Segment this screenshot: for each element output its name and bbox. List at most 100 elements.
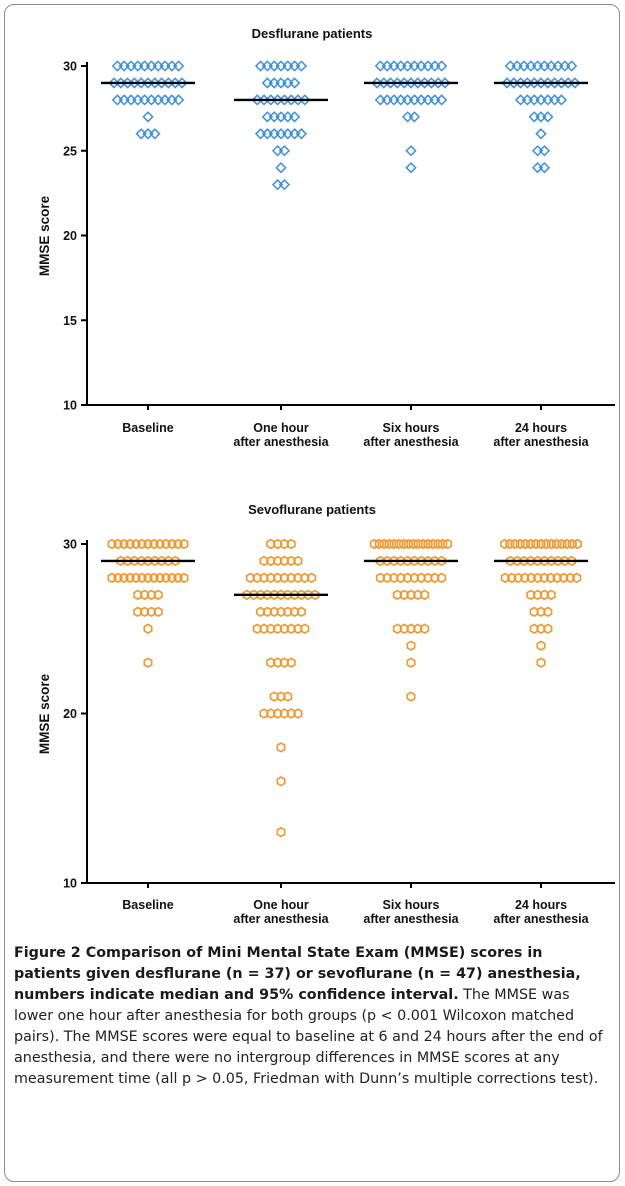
data-point	[423, 538, 433, 550]
data-point	[276, 826, 286, 838]
data-point	[405, 145, 417, 157]
data-point	[405, 162, 417, 174]
data-point	[384, 538, 394, 550]
chart-title: Sevoflurane patients	[248, 502, 376, 517]
y-tick-label: 15	[63, 314, 77, 328]
figure-caption: Figure 2 Comparison of Mini Mental State…	[14, 943, 612, 1090]
data-point	[418, 538, 428, 550]
data-point	[443, 538, 453, 550]
data-point	[374, 538, 384, 550]
y-tick-label: 10	[63, 399, 77, 413]
data-point	[567, 538, 577, 550]
y-tick-label: 20	[63, 707, 77, 721]
data-point	[179, 538, 189, 550]
data-point	[299, 94, 311, 106]
x-tick-label: after anesthesia	[363, 435, 459, 449]
data-point	[176, 77, 188, 89]
data-point	[572, 538, 582, 550]
data-point	[296, 606, 306, 618]
data-point	[276, 742, 286, 753]
figure-charts: Desflurane patients MMSE score 10 15 20 25 30 B…	[37, 26, 615, 926]
data-point	[379, 538, 389, 550]
data-point	[565, 60, 578, 72]
x-tick-label: 24 hours	[515, 898, 567, 912]
y-tick-label: 25	[63, 144, 77, 158]
x-tick-label: Baseline	[122, 898, 173, 912]
y-tick-label: 30	[63, 60, 77, 74]
data-point	[295, 128, 308, 140]
data-point	[399, 538, 409, 550]
data-point	[572, 572, 582, 584]
x-tick-label: Six hours	[383, 898, 440, 912]
x-tick-label: 24 hours	[515, 421, 567, 435]
data-point	[510, 538, 520, 550]
caption-body: The MMSE was lower one hour after anesth…	[14, 987, 603, 1087]
data-point	[538, 145, 551, 157]
data-point	[406, 691, 416, 702]
data-point	[143, 623, 153, 634]
data-point	[278, 145, 291, 157]
data-point	[535, 128, 547, 140]
data-point	[142, 111, 154, 123]
data-point	[562, 538, 572, 550]
data-point	[567, 555, 577, 567]
x-tick-label: Six hours	[383, 421, 440, 435]
data-point	[283, 691, 293, 702]
data-point	[408, 111, 421, 123]
data-point	[143, 657, 153, 668]
chart-title: Desflurane patients	[252, 26, 373, 41]
data-point	[438, 538, 448, 550]
x-tick-label: One hour	[253, 898, 309, 912]
data-point	[408, 538, 418, 550]
data-point	[275, 162, 287, 174]
data-point	[526, 538, 536, 550]
data-point	[439, 77, 451, 89]
data-point	[433, 538, 443, 550]
data-point	[555, 94, 568, 106]
y-tick-label: 20	[63, 229, 77, 243]
data-point	[278, 178, 291, 191]
data-point	[546, 589, 556, 601]
data-point	[404, 538, 414, 550]
data-point	[505, 538, 515, 550]
data-point	[428, 538, 438, 550]
data-point	[420, 589, 430, 601]
data-point	[538, 162, 551, 174]
data-point	[153, 589, 163, 601]
x-tick-label: after anesthesia	[363, 912, 459, 926]
data-point	[406, 640, 416, 651]
data-point	[520, 538, 530, 550]
data-point	[541, 538, 551, 550]
data-point	[153, 606, 163, 618]
data-point	[569, 77, 581, 89]
data-point	[557, 538, 567, 550]
data-point	[420, 623, 430, 634]
data-point	[536, 657, 546, 668]
x-tick-label: after anesthesia	[493, 435, 589, 449]
data-point	[542, 111, 554, 123]
data-point	[172, 94, 185, 106]
data-point	[531, 538, 541, 550]
data-point	[500, 538, 510, 550]
data-point	[293, 708, 303, 719]
data-point	[149, 128, 161, 140]
data-point	[515, 538, 525, 550]
data-point	[435, 60, 448, 72]
data-point	[406, 657, 416, 668]
data-point	[295, 60, 308, 72]
data-point	[293, 555, 303, 567]
data-point	[389, 538, 399, 550]
data-point	[394, 538, 404, 550]
data-point	[552, 538, 562, 550]
data-point	[543, 606, 553, 618]
x-tick-label: after anesthesia	[233, 435, 329, 449]
data-point	[286, 657, 296, 668]
caption-lead: Figure 2 Comparison of Mini Mental State…	[14, 945, 581, 1003]
data-point	[546, 538, 556, 550]
x-tick-label: after anesthesia	[493, 912, 589, 926]
y-tick-label: 10	[63, 877, 77, 891]
data-point	[536, 538, 546, 550]
y-axis-label: MMSE score	[37, 195, 52, 276]
x-tick-label: Baseline	[122, 421, 173, 435]
data-point	[369, 538, 379, 550]
